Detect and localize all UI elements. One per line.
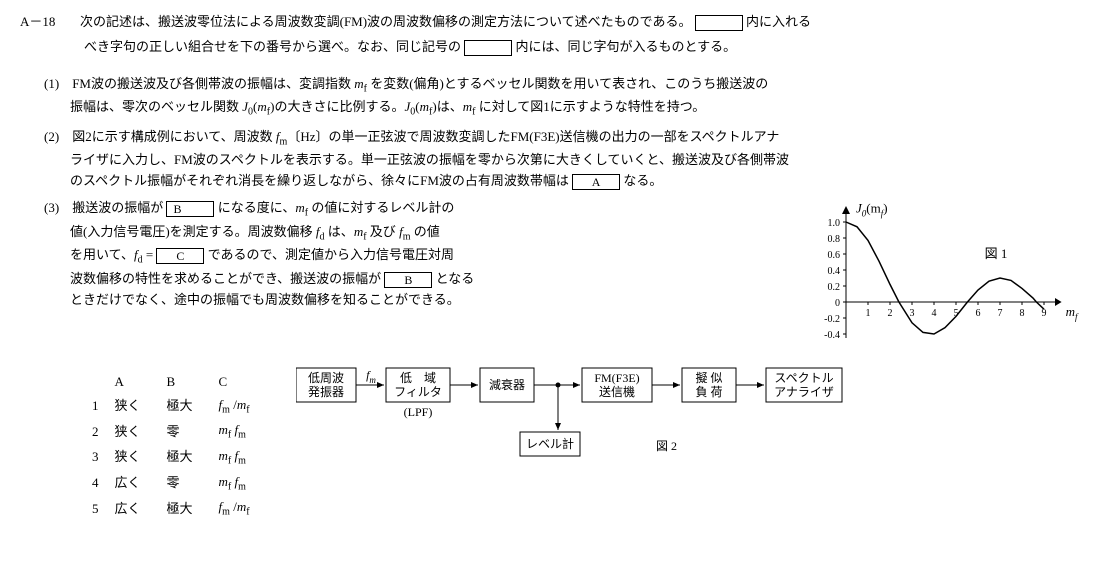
item-3-l4b: となる: [436, 271, 475, 286]
item-2-l1a: 図2に示す構成例において、周波数: [72, 129, 276, 144]
bessel-chart: 1.00.80.60.40.20-0.2-0.4123456789J0(mf)m…: [804, 192, 1084, 352]
svg-text:擬 似: 擬 似: [695, 370, 722, 385]
item-3-line3: を用いて、fd = C であるので、測定値から入力信号電圧対周: [70, 245, 794, 269]
svg-text:FM(F3E): FM(F3E): [594, 371, 639, 385]
item-1-l2b: の大きさに比例する。: [274, 99, 404, 114]
item-1-l1b: を変数(偏角)とするベッセル関数を用いて表され、このうち搬送波の: [367, 76, 768, 91]
blank-box-prompt-2: [464, 40, 512, 56]
item-2-l3a: のスペクトル振幅がそれぞれ消長を繰り返しながら、徐々にFM波の占有周波数帯幅は: [70, 173, 569, 188]
svg-text:J0(mf): J0(mf): [856, 200, 888, 218]
svg-text:mf: mf: [1066, 304, 1079, 322]
svg-text:2: 2: [888, 308, 893, 319]
svg-text:7: 7: [998, 308, 1003, 319]
svg-text:低 域: 低 域: [400, 371, 436, 385]
bottom-row: ABC1狭く極大fm /mf2狭く零mf fm3狭く極大mf fm4広く零mf …: [20, 356, 1084, 523]
item-3-row: (3) 搬送波の振幅が B になる度に、 mf の値に対するレベル計の 値(入力信…: [20, 192, 1084, 352]
blank-C: C: [156, 248, 204, 264]
svg-text:1: 1: [866, 308, 871, 319]
svg-text:レベル計: レベル計: [526, 436, 574, 451]
item-3-l2d: の値: [410, 224, 439, 239]
mf-var: m: [354, 76, 363, 91]
svg-text:低周波: 低周波: [308, 371, 344, 385]
svg-text:スペクトル: スペクトル: [774, 371, 833, 385]
item-3-num: (3): [44, 200, 59, 215]
svg-text:(LPF): (LPF): [403, 405, 432, 419]
blank-box-prompt: [695, 15, 743, 31]
svg-text:発振器: 発振器: [308, 385, 344, 399]
question-prompt: 次の記述は、搬送波零位法による周波数変調(FM)波の周波数偏移の測定方法について…: [80, 12, 1084, 33]
svg-text:負 荷: 負 荷: [695, 385, 722, 399]
question-header: A－18 次の記述は、搬送波零位法による周波数変調(FM)波の周波数偏移の測定方…: [20, 12, 1084, 33]
svg-text:0: 0: [835, 298, 840, 309]
svg-text:6: 6: [976, 308, 981, 319]
svg-text:4: 4: [932, 308, 937, 319]
svg-text:9: 9: [1042, 308, 1047, 319]
blank-B-1: B: [166, 201, 214, 217]
j0-sub: 0: [248, 107, 253, 118]
figure-2-container: 低周波発振器 低 域フィルタ (LPF) 減衰器 FM(F3E)送信機 擬 似負 荷 スペク…: [276, 356, 1084, 486]
item-3-l2c: 及び: [367, 224, 400, 239]
item-3-l3a: を用いて、: [70, 247, 134, 262]
item-3-line4: 波数偏移の特性を求めることができ、搬送波の振幅が B となる: [70, 269, 794, 290]
question-number: A－18: [20, 12, 80, 33]
svg-text:図 2: 図 2: [656, 439, 677, 453]
svg-text:0.6: 0.6: [828, 250, 841, 261]
item-2-num: (2): [44, 129, 59, 144]
item-1-l2d: に対して図1に示すような特性を持つ。: [475, 99, 705, 114]
svg-text:0.2: 0.2: [828, 282, 841, 293]
block-diagram: 低周波発振器 低 域フィルタ (LPF) 減衰器 FM(F3E)送信機 擬 似負 荷 スペク…: [296, 356, 896, 486]
svg-text:0.8: 0.8: [828, 234, 841, 245]
svg-text:送信機: 送信機: [599, 384, 635, 399]
svg-text:-0.4: -0.4: [824, 330, 840, 341]
blank-A: A: [572, 174, 620, 190]
blank-B-2: B: [384, 272, 432, 288]
item-2-line3: のスペクトル振幅がそれぞれ消長を繰り返しながら、徐々にFM波の占有周波数帯幅は …: [70, 171, 1084, 192]
item-1-l2c: は、: [437, 99, 463, 114]
item-2: (2) 図2に示す構成例において、周波数 fm〔Hz〕の単一正弦波で周波数変調し…: [20, 127, 1084, 192]
answer-table: ABC1狭く極大fm /mf2狭く零mf fm3狭く極大mf fm4広く零mf …: [90, 370, 276, 523]
svg-text:1.0: 1.0: [828, 218, 841, 229]
item-2-l2: ライザに入力し、FM波のスペクトルを表示する。単一正弦波の振幅を零から次第に大き…: [70, 150, 1084, 171]
item-3: (3) 搬送波の振幅が B になる度に、mf の値に対するレベル計の 値(入力信…: [20, 198, 794, 310]
item-1-l2a: 振幅は、零次のベッセル関数: [70, 99, 242, 114]
prompt-text-2b: 内には、同じ字句が入るものとする。: [516, 39, 737, 54]
item-3-l2a: 値(入力信号電圧)を測定する。周波数偏移: [70, 224, 316, 239]
prompt-line-2: べき字句の正しい組合せを下の番号から選べ。なお、同じ記号の 内には、同じ字句が入…: [20, 37, 1084, 58]
svg-text:8: 8: [1020, 308, 1025, 319]
item-1-line2: 振幅は、零次のベッセル関数 J0(mf)の大きさに比例する。J0(mf)は、mf…: [70, 97, 1084, 121]
item-3-line2: 値(入力信号電圧)を測定する。周波数偏移 fd は、mf 及び fm の値: [70, 222, 794, 246]
item-3-l4a: 波数偏移の特性を求めることができ、搬送波の振幅が: [70, 271, 381, 286]
item-2-l3b: なる。: [623, 173, 662, 188]
item-3-l2b: は、: [325, 224, 354, 239]
item-3-l1b: になる度に、: [218, 200, 296, 215]
prompt-text-2a: べき字句の正しい組合せを下の番号から選べ。なお、同じ記号の: [84, 39, 461, 54]
item-3-eq: =: [143, 247, 157, 262]
item-1: (1) FM波の搬送波及び各側帯波の振幅は、変調指数 mf を変数(偏角)とする…: [20, 74, 1084, 121]
item-3-l5: ときだけでなく、途中の振幅でも周波数偏移を知ることができる。: [70, 290, 794, 311]
svg-text:0.4: 0.4: [828, 266, 841, 277]
svg-text:フィルタ: フィルタ: [394, 385, 442, 399]
item-3-l1c: の値に対するレベル計の: [308, 200, 454, 215]
prompt-text-1a: 次の記述は、搬送波零位法による周波数変調(FM)波の周波数偏移の測定方法について…: [80, 14, 692, 29]
svg-text:アナライザ: アナライザ: [774, 385, 834, 399]
answer-table-container: ABC1狭く極大fm /mf2狭く零mf fm3狭く極大mf fm4広く零mf …: [20, 356, 276, 523]
figure-1-container: 1.00.80.60.40.20-0.2-0.4123456789J0(mf)m…: [794, 192, 1084, 352]
svg-text:減衰器: 減衰器: [489, 377, 525, 392]
item-3-l1a: 搬送波の振幅が: [72, 200, 163, 215]
item-1-l1a: FM波の搬送波及び各側帯波の振幅は、変調指数: [72, 76, 354, 91]
item-2-l1b: 〔Hz〕の単一正弦波で周波数変調したFM(F3E)送信機の出力の一部をスペクトル…: [287, 129, 779, 144]
svg-text:fm: fm: [366, 368, 376, 385]
prompt-text-1b: 内に入れる: [746, 14, 811, 29]
svg-text:図 1: 図 1: [985, 246, 1008, 261]
svg-text:3: 3: [910, 308, 915, 319]
item-3-l3b: であるので、測定値から入力信号電圧対周: [208, 247, 454, 262]
svg-text:-0.2: -0.2: [824, 314, 840, 325]
item-1-num: (1): [44, 76, 59, 91]
